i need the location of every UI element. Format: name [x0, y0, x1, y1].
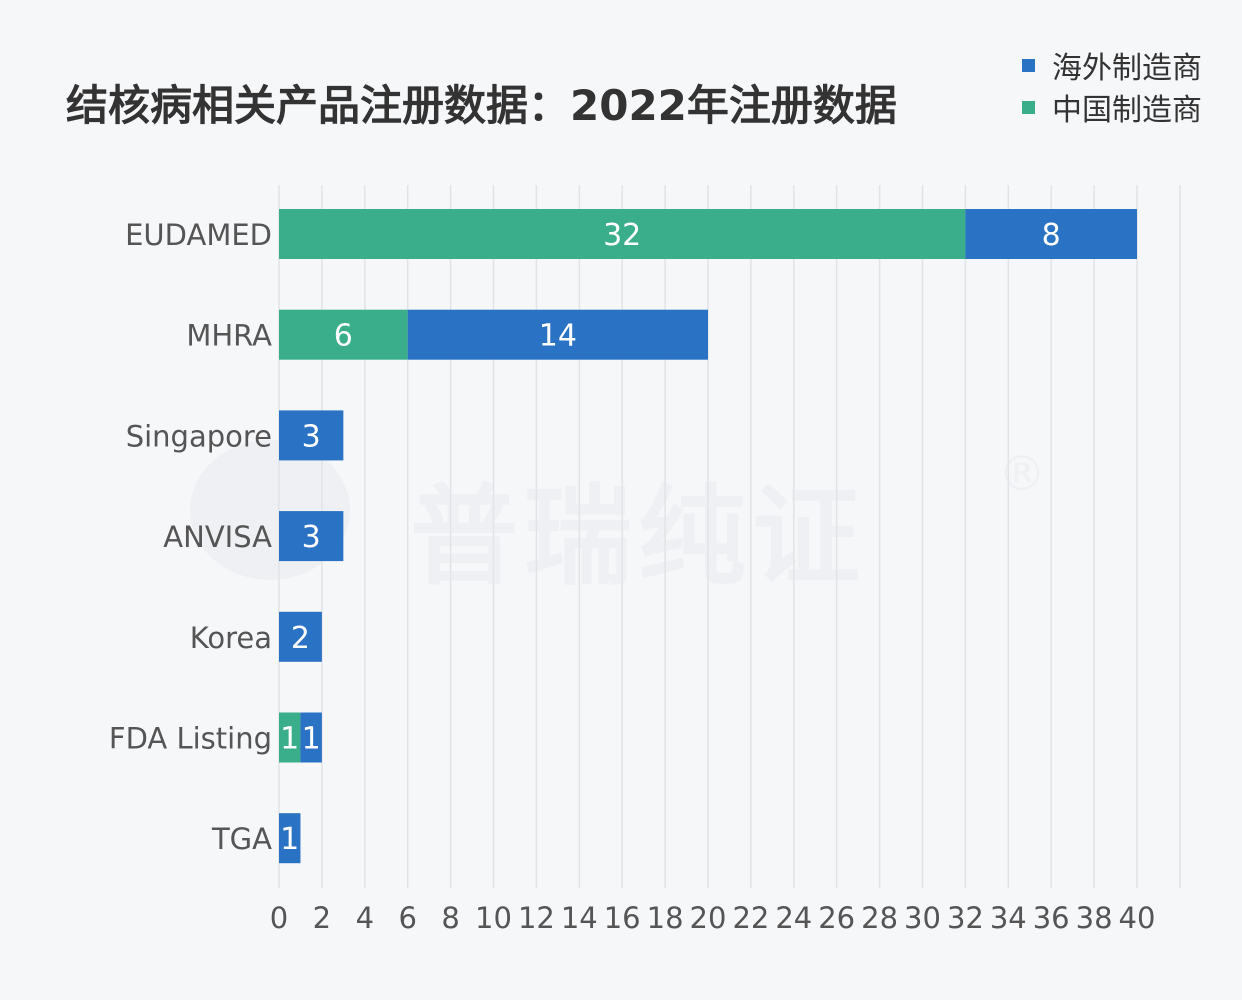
legend: 海外制造商 中国制造商 [1022, 44, 1202, 128]
x-tick-label: 6 [398, 901, 416, 935]
x-tick-label: 14 [561, 901, 598, 935]
legend-item-china: 中国制造商 [1022, 86, 1202, 128]
data-label: 1 [280, 822, 299, 857]
data-label: 32 [603, 218, 641, 253]
x-tick-label: 20 [690, 901, 727, 935]
x-tick-label: 0 [270, 901, 288, 935]
x-tick-label: 8 [441, 901, 459, 935]
y-category-label: TGA [211, 822, 272, 856]
x-tick-label: 32 [947, 901, 984, 935]
x-tick-label: 28 [861, 901, 898, 935]
bar-overseas-segment [279, 511, 344, 562]
legend-swatch-china-icon [1022, 100, 1035, 114]
x-tick-label: 2 [313, 901, 331, 935]
x-tick-label: 30 [904, 901, 941, 935]
bar-overseas-segment [279, 410, 344, 461]
x-tick-label: 38 [1076, 901, 1113, 935]
x-tick-label: 40 [1119, 901, 1156, 935]
bar-overseas-segment [965, 209, 1137, 259]
data-label: 1 [302, 722, 321, 757]
data-label: 3 [302, 419, 321, 454]
x-tick-label: 4 [356, 901, 374, 935]
x-tick-label: 10 [475, 901, 512, 935]
chart-title: 结核病相关产品注册数据：2022年注册数据 [66, 81, 897, 130]
x-tick-label: 12 [518, 901, 555, 935]
x-tick-label: 16 [604, 901, 641, 935]
bar-china-segment [279, 209, 966, 259]
data-label: 2 [291, 621, 310, 656]
bar-overseas-segment [407, 309, 708, 360]
legend-item-overseas: 海外制造商 [1022, 44, 1202, 86]
data-label: 14 [539, 319, 577, 354]
legend-swatch-overseas-icon [1022, 58, 1035, 72]
y-category-label: EUDAMED [125, 218, 272, 252]
bar-overseas-segment [300, 712, 322, 763]
y-category-label: Singapore [126, 419, 272, 453]
x-tick-label: 36 [1033, 901, 1070, 935]
legend-label-china: 中国制造商 [1052, 93, 1202, 128]
x-tick-label: 34 [990, 901, 1027, 935]
data-label: 8 [1042, 218, 1061, 253]
x-tick-label: 26 [818, 901, 855, 935]
bar-china-segment [279, 309, 408, 360]
bar-overseas-segment [279, 611, 322, 662]
y-category-label: MHRA [186, 319, 272, 353]
x-tick-label: 22 [732, 901, 769, 935]
bar-overseas-segment [279, 813, 301, 864]
y-category-label: ANVISA [163, 520, 272, 554]
legend-label-overseas: 海外制造商 [1052, 51, 1202, 86]
y-category-label: Korea [190, 621, 272, 655]
data-label: 1 [280, 722, 299, 757]
x-tick-label: 18 [647, 901, 684, 935]
data-label: 3 [302, 520, 321, 555]
data-label: 6 [334, 319, 353, 354]
y-category-label: FDA Listing [109, 722, 272, 756]
bar-china-segment [279, 712, 301, 763]
x-tick-label: 24 [775, 901, 812, 935]
